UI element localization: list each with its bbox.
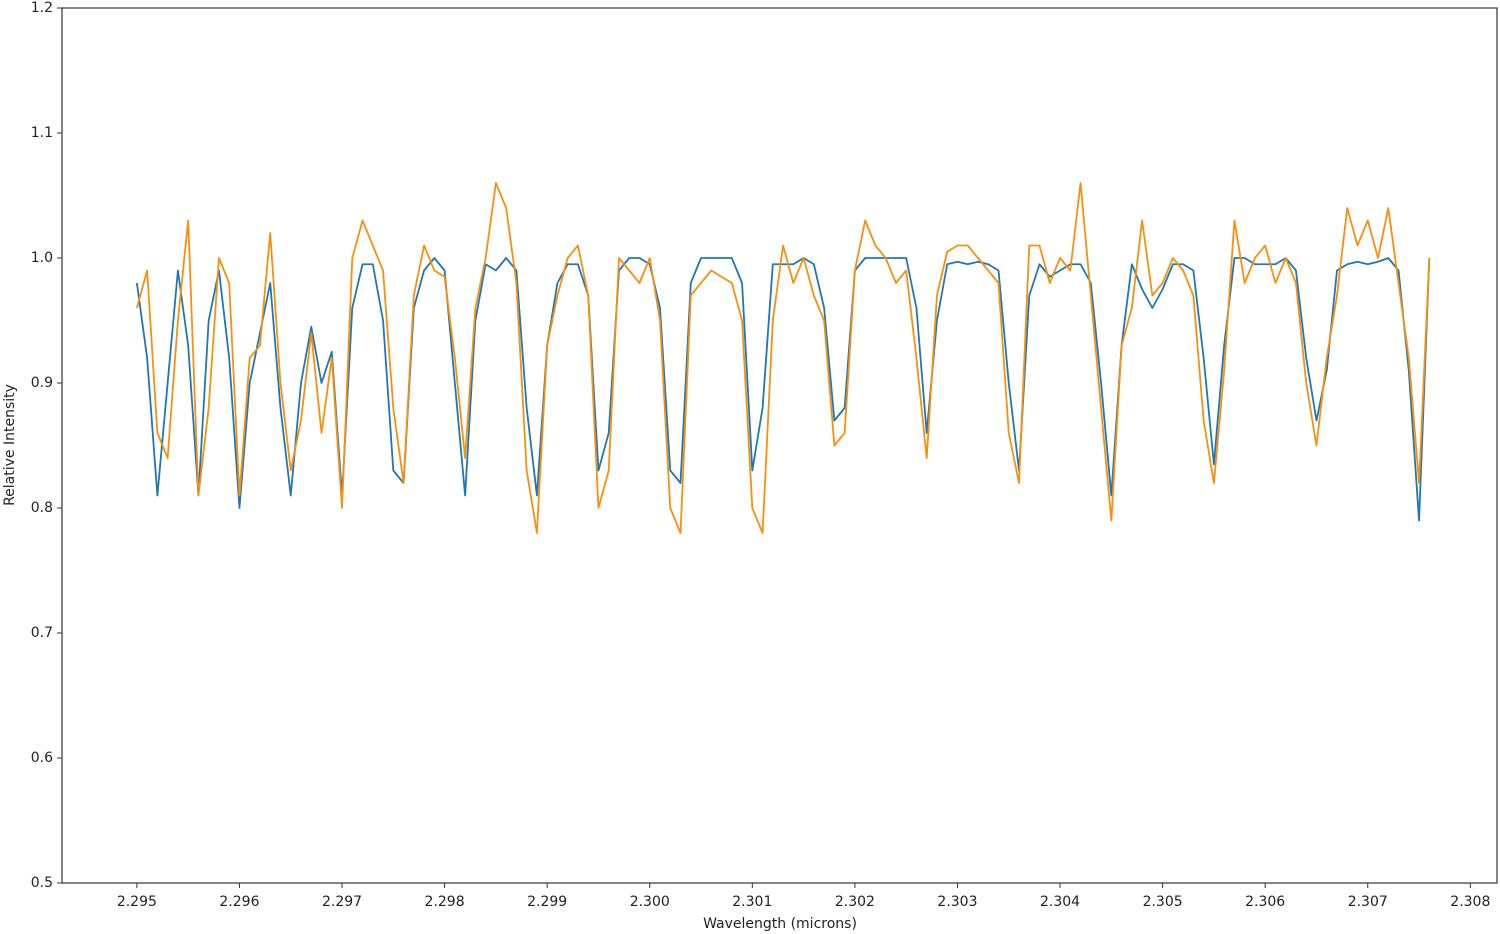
- series-line: [136, 182, 1431, 534]
- series-line: [135, 257, 1431, 522]
- x-tick-label: 2.303: [937, 894, 977, 910]
- x-tick-label: 2.306: [1245, 894, 1285, 910]
- x-tick-label: 2.295: [117, 894, 157, 910]
- y-tick-label: 0.7: [31, 625, 53, 641]
- y-tick-label: 0.9: [31, 375, 53, 391]
- x-tick-label: 2.301: [732, 894, 772, 910]
- x-tick-label: 2.299: [527, 894, 567, 910]
- y-tick-label: 0.8: [31, 500, 53, 516]
- y-tick-label: 0.5: [31, 875, 53, 891]
- x-tick-label: 2.308: [1450, 894, 1490, 910]
- plot-frame: [61, 7, 1498, 884]
- x-tick-label: 2.300: [630, 894, 670, 910]
- y-tick-label: 1.0: [31, 250, 53, 266]
- x-axis-label: Wavelength (microns): [703, 916, 857, 932]
- x-tick-label: 2.297: [322, 894, 362, 910]
- x-tick-label: 2.298: [425, 894, 465, 910]
- x-tick-label: 2.304: [1040, 894, 1080, 910]
- y-tick-label: 1.2: [31, 0, 53, 16]
- y-axis-label: Relative Intensity: [2, 384, 18, 506]
- y-tick-label: 0.6: [31, 750, 53, 766]
- y-tick-label: 1.1: [31, 125, 53, 141]
- x-tick-label: 2.305: [1143, 894, 1183, 910]
- x-tick-label: 2.296: [219, 894, 259, 910]
- x-tick-label: 2.307: [1348, 894, 1388, 910]
- x-tick-label: 2.302: [835, 894, 875, 910]
